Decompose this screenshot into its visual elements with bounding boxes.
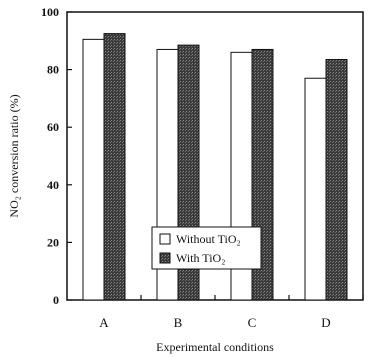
legend-label-without-tio2: Without TiO₂ [176, 232, 241, 246]
y-tick-label: 60 [47, 120, 59, 134]
plot-area: 0 20 40 60 80 100 A B C D [41, 5, 364, 330]
x-category-label: A [99, 315, 109, 330]
x-axis-ticks: A B C D [99, 295, 364, 330]
x-category-label: B [174, 315, 183, 330]
y-tick-label: 40 [47, 178, 59, 192]
x-axis-title: Experimental conditions [156, 340, 274, 354]
y-tick-label: 20 [47, 235, 59, 249]
y-axis-title: NO₂ conversion ratio (%) [7, 94, 21, 217]
bar-with-tio2-d [325, 59, 348, 301]
legend-label-with-tio2: With TiO₂ [176, 251, 225, 265]
bar-without-tio2-a [82, 38, 105, 301]
x-category-label: C [248, 315, 257, 330]
y-tick-label: 100 [41, 5, 59, 19]
bar-without-tio2-d [304, 77, 327, 301]
x-category-label: D [321, 315, 330, 330]
legend-swatch-without-tio2 [159, 233, 171, 245]
legend: Without TiO₂ With TiO₂ [151, 226, 262, 270]
y-tick-label: 80 [47, 63, 59, 77]
bar-with-tio2-a [103, 33, 126, 301]
y-axis-ticks: 0 20 40 60 80 100 [41, 5, 72, 307]
y-tick-label: 0 [53, 293, 59, 307]
legend-swatch-with-tio2 [159, 252, 171, 264]
